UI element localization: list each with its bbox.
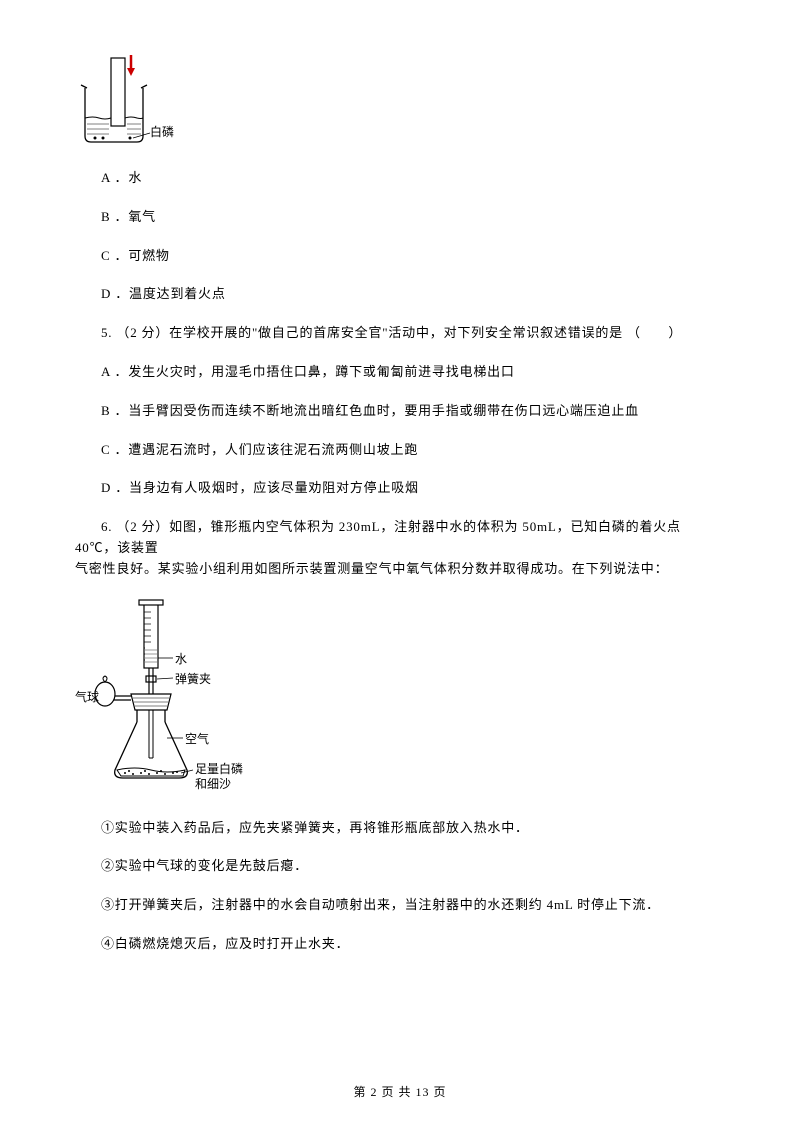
q6-statement-3: ③打开弹簧夹后，注射器中的水会自动喷射出来，当注射器中的水还剩约 4mL 时停止…	[75, 895, 725, 916]
q4-option-d: D ．温度达到着火点	[75, 284, 725, 305]
flask-label-water: 水	[175, 650, 187, 669]
q4-option-c: C ．可燃物	[75, 246, 725, 267]
q5-option-c: C ．遭遇泥石流时，人们应该往泥石流两侧山坡上跑	[75, 440, 725, 461]
flask-label-balloon: 气球	[75, 688, 99, 707]
q5-stem: 5. （2 分）在学校开展的"做自己的首席安全官"活动中，对下列安全常识叙述错误…	[75, 323, 725, 344]
q6-statement-4: ④白磷燃烧熄灭后，应及时打开止水夹．	[75, 934, 725, 955]
q5-option-a: A ．发生火灾时，用湿毛巾捂住口鼻，蹲下或匍匐前进寻找电梯出口	[75, 362, 725, 383]
beaker-label: 白磷	[150, 123, 174, 142]
q5-option-d: D ．当身边有人吸烟时，应该尽量劝阻对方停止吸烟	[75, 478, 725, 499]
q4-option-a: A ．水	[75, 168, 725, 189]
q6-statement-2: ②实验中气球的变化是先鼓后瘪．	[75, 856, 725, 877]
flask-label-air: 空气	[185, 730, 209, 749]
q6-stem-line1: 6. （2 分）如图，锥形瓶内空气体积为 230mL，注射器中水的体积为 50m…	[75, 517, 725, 559]
q6-statement-1: ①实验中装入药品后，应先夹紧弹簧夹，再将锥形瓶底部放入热水中．	[75, 818, 725, 839]
flask-label-phos2: 和细沙	[195, 775, 231, 794]
beaker-diagram: 白磷	[75, 50, 175, 150]
beaker-diagram-container: 白磷	[75, 50, 725, 150]
page-footer: 第 2 页 共 13 页	[0, 1083, 800, 1102]
q5-option-b: B ．当手臂因受伤而连续不断地流出暗红色血时，要用手指或绷带在伤口远心端压迫止血	[75, 401, 725, 422]
q4-option-b: B ．氧气	[75, 207, 725, 228]
flask-label-clip: 弹簧夹	[175, 670, 211, 689]
q6-stem-line2: 气密性良好。某实验小组利用如图所示装置测量空气中氧气体积分数并取得成功。在下列说…	[75, 559, 725, 580]
flask-diagram: 气球 水 弹簧夹 空气 足量白磷 和细沙	[75, 598, 255, 798]
